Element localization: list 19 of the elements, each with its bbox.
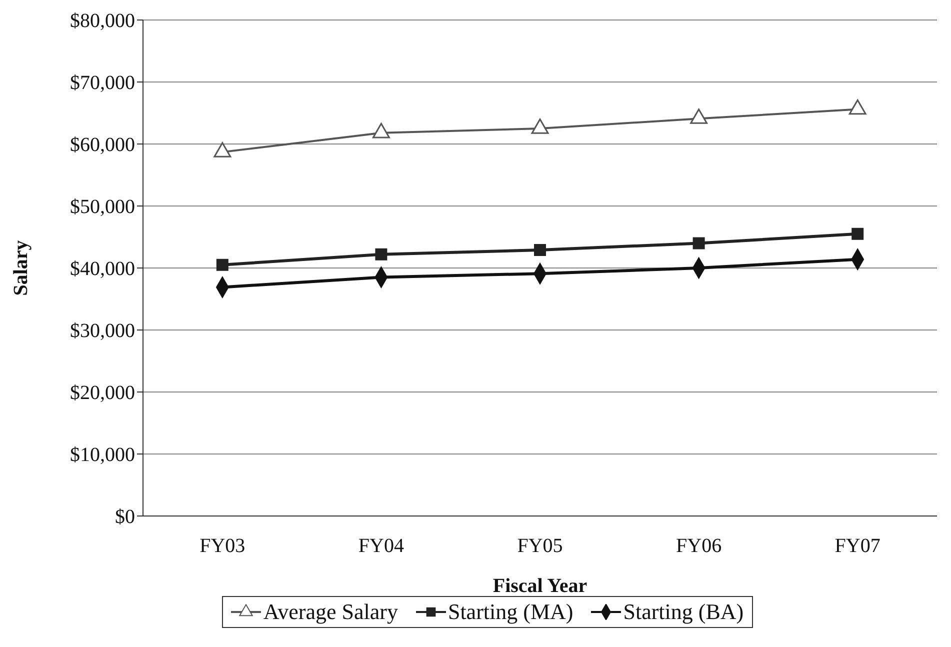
legend-label: Starting (MA)	[446, 599, 574, 625]
legend-label: Average Salary	[262, 599, 398, 625]
y-axis-title: Salary	[10, 240, 32, 296]
x-tick-label: FY07	[834, 535, 880, 558]
x-tick-label: FY05	[517, 535, 563, 558]
x-tick-label: FY03	[200, 535, 246, 558]
y-tick-label: $40,000	[70, 258, 135, 280]
y-tick-label: $20,000	[70, 382, 135, 404]
y-tick-label: $10,000	[70, 444, 135, 466]
y-tick-label: $80,000	[70, 10, 135, 32]
y-tick-label: $70,000	[70, 72, 135, 94]
y-tick-label: $0	[115, 506, 135, 528]
y-tick-label: $50,000	[70, 196, 135, 218]
legend-label: Starting (BA)	[622, 599, 744, 625]
x-tick-label: FY04	[358, 535, 404, 558]
y-tick-label: $30,000	[70, 320, 135, 342]
y-tick-label: $60,000	[70, 134, 135, 156]
x-tick-label: FY06	[676, 535, 722, 558]
x-axis-title: Fiscal Year	[492, 575, 588, 597]
